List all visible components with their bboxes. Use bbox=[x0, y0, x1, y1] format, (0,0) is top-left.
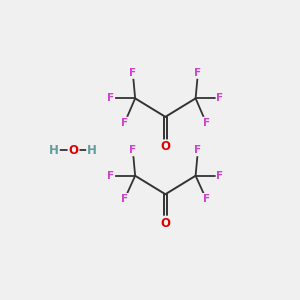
Text: F: F bbox=[129, 145, 137, 155]
Text: F: F bbox=[121, 118, 128, 128]
Text: F: F bbox=[202, 194, 210, 204]
Text: O: O bbox=[160, 140, 170, 153]
Text: F: F bbox=[107, 93, 114, 103]
Text: F: F bbox=[107, 171, 114, 181]
Text: H: H bbox=[87, 144, 97, 157]
Text: F: F bbox=[121, 194, 128, 204]
Text: F: F bbox=[202, 118, 210, 128]
Text: O: O bbox=[68, 144, 79, 157]
Text: F: F bbox=[217, 171, 224, 181]
Text: H: H bbox=[49, 144, 59, 157]
Text: F: F bbox=[194, 145, 202, 155]
Text: F: F bbox=[194, 68, 202, 78]
Text: F: F bbox=[217, 93, 224, 103]
Text: F: F bbox=[129, 68, 137, 78]
Text: O: O bbox=[160, 217, 170, 230]
